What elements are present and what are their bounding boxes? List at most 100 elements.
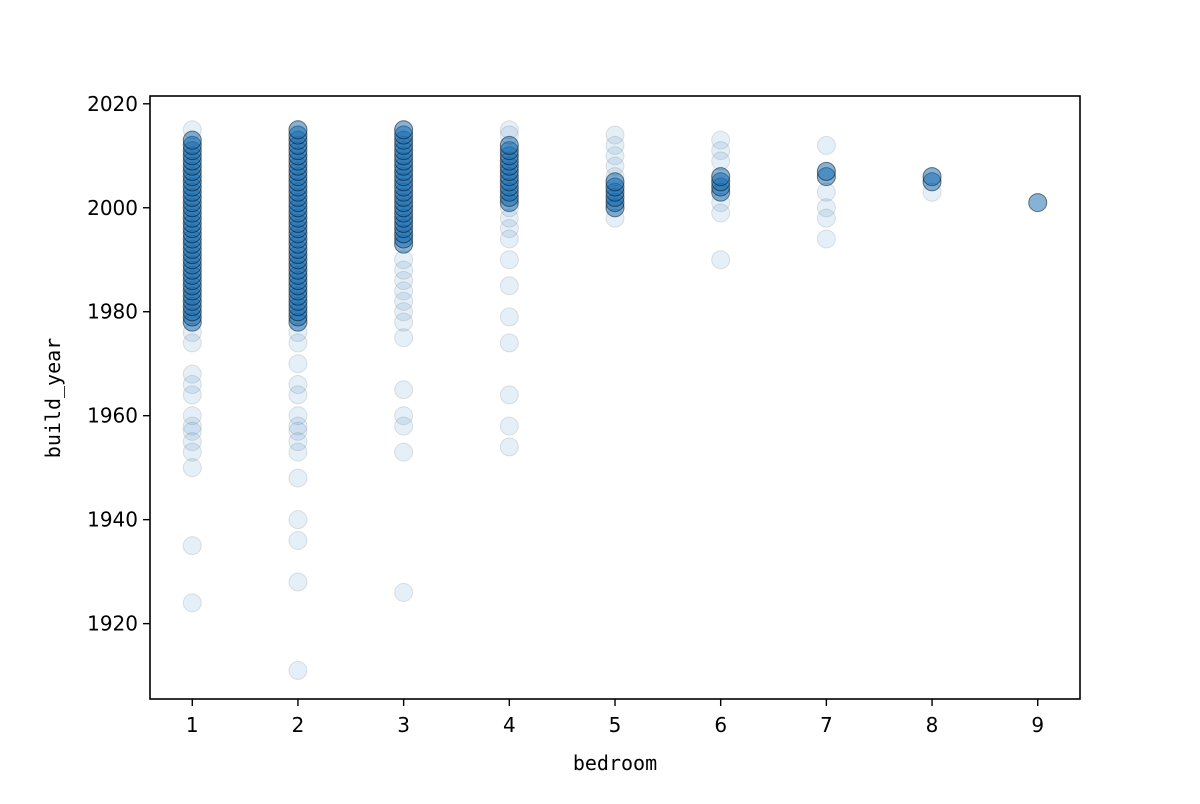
scatter-point: [182, 187, 202, 207]
x-axis: 1 2 3 4 5 6 7 8 9: [186, 699, 1044, 737]
scatter-point: [394, 187, 414, 207]
scatter-point: [182, 187, 202, 207]
scatter-point: [182, 172, 202, 192]
scatter-point: [182, 297, 202, 317]
scatter-point: [288, 125, 308, 145]
scatter-point: [394, 234, 414, 254]
scatter-point: [288, 135, 308, 155]
scatter-point: [288, 312, 308, 332]
scatter-point: [394, 213, 414, 233]
scatter-point-sparse: [394, 312, 414, 332]
scatter-point: [288, 271, 308, 291]
scatter-point: [182, 219, 202, 239]
scatter-point: [182, 213, 202, 233]
scatter-point: [182, 151, 202, 171]
scatter-point: [394, 177, 414, 197]
scatter-point-sparse: [182, 421, 202, 441]
scatter-point-sparse: [499, 333, 519, 353]
scatter-point: [288, 276, 308, 296]
scatter-point: [182, 135, 202, 155]
scatter-point: [394, 208, 414, 228]
scatter-point: [711, 177, 731, 197]
scatter-point: [1028, 193, 1048, 213]
scatter-point: [499, 177, 519, 197]
scatter-point: [605, 193, 625, 213]
scatter-point-sparse: [394, 281, 414, 301]
scatter-point: [394, 141, 414, 161]
scatter-point-sparse: [394, 250, 414, 270]
scatter-point: [182, 213, 202, 233]
scatter-point: [288, 276, 308, 296]
scatter-point: [288, 255, 308, 275]
scatter-point: [288, 161, 308, 181]
scatter-point: [288, 203, 308, 223]
scatter-point: [182, 255, 202, 275]
scatter-point: [288, 213, 308, 233]
scatter-point: [288, 234, 308, 254]
scatter-point: [499, 182, 519, 202]
scatter-point: [288, 156, 308, 176]
scatter-point: [499, 141, 519, 161]
scatter-point: [394, 182, 414, 202]
scatter-point: [711, 182, 731, 202]
scatter-point: [182, 172, 202, 192]
scatter-point: [288, 182, 308, 202]
scatter-point: [182, 172, 202, 192]
scatter-point: [182, 161, 202, 181]
scatter-point-sparse: [182, 442, 202, 462]
scatter-point: [605, 187, 625, 207]
scatter-point: [182, 302, 202, 322]
scatter-point: [394, 151, 414, 171]
scatter-point-sparse: [816, 208, 836, 228]
scatter-point: [288, 250, 308, 270]
scatter-point: [605, 177, 625, 197]
scatter-point: [182, 161, 202, 181]
scatter-point: [288, 281, 308, 301]
scatter-point: [394, 120, 414, 140]
scatter-point: [288, 208, 308, 228]
scatter-point: [394, 177, 414, 197]
scatter-point: [288, 250, 308, 270]
scatter-point: [288, 177, 308, 197]
scatter-point: [288, 198, 308, 218]
scatter-point: [499, 172, 519, 192]
scatter-point: [182, 250, 202, 270]
scatter-point: [394, 130, 414, 150]
scatter-point: [288, 203, 308, 223]
scatter-point: [182, 193, 202, 213]
scatter-point: [182, 276, 202, 296]
scatter-point: [499, 151, 519, 171]
scatter-point: [394, 141, 414, 161]
scatter-point: [499, 193, 519, 213]
scatter-point: [288, 182, 308, 202]
scatter-point: [288, 307, 308, 327]
scatter-point: [182, 193, 202, 213]
scatter-point: [499, 141, 519, 161]
scatter-point: [394, 219, 414, 239]
scatter-point: [288, 229, 308, 249]
scatter-point: [605, 182, 625, 202]
scatter-point: [288, 281, 308, 301]
scatter-point-sparse: [182, 442, 202, 462]
scatter-point: [182, 286, 202, 306]
scatter-point: [394, 125, 414, 145]
scatter-point: [711, 172, 731, 192]
scatter-point: [288, 229, 308, 249]
scatter-point-sparse: [816, 182, 836, 202]
scatter-point-sparse: [288, 468, 308, 488]
scatter-point: [605, 198, 625, 218]
y-tick-label: 1960: [87, 404, 138, 428]
scatter-point: [394, 203, 414, 223]
scatter-point: [182, 286, 202, 306]
scatter-point-sparse: [394, 328, 414, 348]
scatter-point: [499, 161, 519, 181]
scatter-point: [394, 146, 414, 166]
scatter-point: [288, 281, 308, 301]
scatter-point-sparse: [394, 291, 414, 311]
scatter-point: [182, 281, 202, 301]
scatter-point: [499, 193, 519, 213]
scatter-point: [182, 276, 202, 296]
scatter-point: [182, 265, 202, 285]
scatter-point: [182, 213, 202, 233]
scatter-point: [182, 156, 202, 176]
